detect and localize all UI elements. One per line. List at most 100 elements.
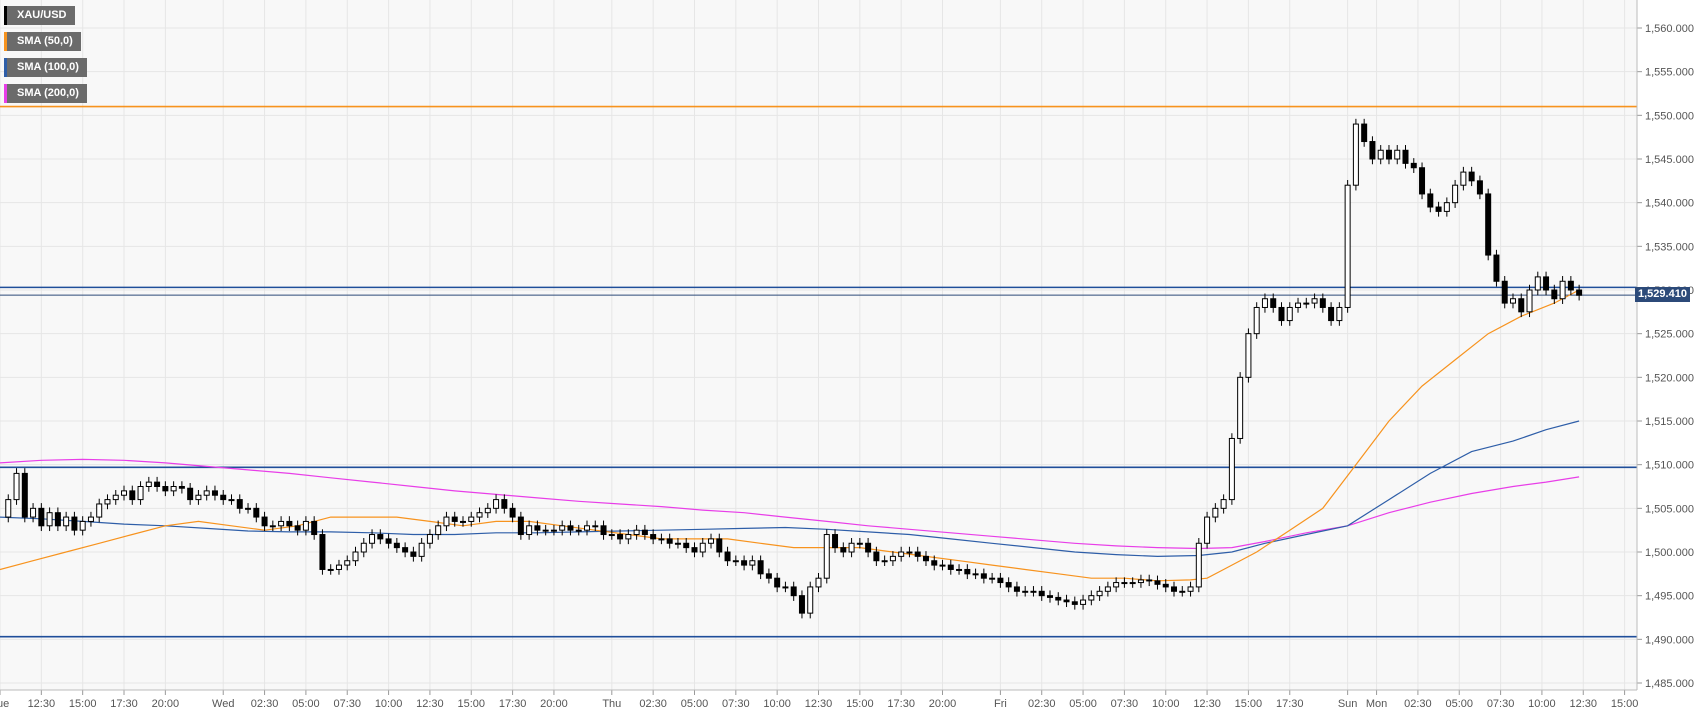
moving-averages xyxy=(0,289,1580,582)
candle-body xyxy=(451,516,458,522)
candle-body xyxy=(1443,202,1450,212)
x-tick-label: 12:30 xyxy=(416,698,444,710)
candle-body xyxy=(848,542,855,553)
candle-body xyxy=(1518,298,1525,313)
x-tick-label: 05:00 xyxy=(1445,698,1473,710)
x-tick-label: 17:30 xyxy=(1276,698,1304,710)
candle-body xyxy=(873,551,880,562)
candle-body xyxy=(1336,306,1343,322)
x-tick-label: 10:00 xyxy=(375,698,403,710)
sma-200-line xyxy=(0,458,1580,550)
candle-body xyxy=(1022,590,1029,593)
candle-body xyxy=(815,577,822,588)
y-tick-label: 1,545.000 xyxy=(1645,154,1694,166)
candle-body xyxy=(509,507,516,518)
y-tick-label: 1,500.000 xyxy=(1645,547,1694,559)
candle-body xyxy=(1129,582,1136,585)
candle-body xyxy=(443,516,450,527)
candle-body xyxy=(1435,206,1442,212)
x-tick-label: 10:00 xyxy=(1152,698,1180,710)
candle-body xyxy=(178,486,185,489)
candle-body xyxy=(187,487,194,501)
legend-item-sma-200[interactable]: SMA (200,0) xyxy=(4,84,87,103)
candle-body xyxy=(311,520,318,536)
candle-body xyxy=(931,560,938,566)
candle-body xyxy=(1220,499,1227,509)
candle-body xyxy=(1121,582,1128,585)
candle-body xyxy=(46,512,53,527)
x-tick-label: Wed xyxy=(212,698,234,710)
candle-body xyxy=(1476,180,1483,195)
x-tick-label: 02:30 xyxy=(251,698,279,710)
candle-body xyxy=(584,525,591,531)
sma-50-line xyxy=(0,289,1580,582)
y-tick-label: 1,515.000 xyxy=(1645,416,1694,428)
candle-body xyxy=(1038,590,1045,597)
last-price-tag: 1,529.410 xyxy=(1635,287,1690,302)
legend-item-xauusd[interactable]: XAU/USD xyxy=(4,6,75,25)
candle-body xyxy=(63,516,70,527)
candle-body xyxy=(21,472,28,518)
candle-body xyxy=(393,542,400,549)
candle-body xyxy=(865,542,872,553)
candle-body xyxy=(1427,193,1434,208)
candle-body xyxy=(1402,149,1409,164)
candle-body xyxy=(964,568,971,575)
candle-body xyxy=(137,486,144,501)
candle-body xyxy=(501,499,508,509)
x-tick-label: Sun xyxy=(1338,698,1358,710)
x-tick-label: 05:00 xyxy=(1069,698,1097,710)
candle-body xyxy=(898,551,905,557)
candle-body xyxy=(856,542,863,545)
candle-body xyxy=(369,534,376,544)
legend-item-sma-50[interactable]: SMA (50,0) xyxy=(4,32,81,51)
x-tick-label: 12:30 xyxy=(1193,698,1221,710)
candle-body xyxy=(972,573,979,576)
candle-body xyxy=(1096,590,1103,597)
x-tick-label: 07:30 xyxy=(1111,698,1139,710)
candle-body xyxy=(1295,302,1302,308)
candle-body xyxy=(823,534,830,579)
y-tick-label: 1,510.000 xyxy=(1645,460,1694,472)
candle-body xyxy=(790,586,797,597)
candle-body xyxy=(559,525,566,531)
candle-body xyxy=(1319,298,1326,308)
candle-body xyxy=(542,529,549,532)
candle-body xyxy=(798,595,805,614)
x-tick-label: 07:30 xyxy=(1487,698,1515,710)
candle-body xyxy=(1046,595,1053,598)
candle-body xyxy=(1468,171,1475,182)
candle-body xyxy=(1245,333,1252,378)
legend-label: XAU/USD xyxy=(17,9,67,21)
candle-body xyxy=(1485,193,1492,256)
x-tick-label: 17:30 xyxy=(499,698,527,710)
candle-body xyxy=(476,512,483,518)
candle-body xyxy=(96,503,103,518)
candle-body xyxy=(633,529,640,536)
candle-body xyxy=(1055,596,1062,601)
x-tick-label: 20:00 xyxy=(540,698,568,710)
x-tick-label: 17:30 xyxy=(110,698,138,710)
candle-body xyxy=(749,560,756,566)
y-tick-label: 1,490.000 xyxy=(1645,634,1694,646)
horizontal-levels xyxy=(0,105,1637,638)
candle-body xyxy=(617,534,624,540)
candle-body xyxy=(54,512,61,527)
candle-body xyxy=(1154,580,1161,585)
x-tick-label: 15:00 xyxy=(69,698,97,710)
x-tick-label: 02:30 xyxy=(1028,698,1056,710)
candle-body xyxy=(1543,276,1550,291)
candle-body xyxy=(5,499,12,518)
legend-item-sma-100[interactable]: SMA (100,0) xyxy=(4,58,87,77)
x-tick-label: Mon xyxy=(1366,698,1387,710)
candle-body xyxy=(1286,306,1293,322)
candle-body xyxy=(889,555,896,562)
candle-body xyxy=(600,525,607,536)
candle-body xyxy=(319,534,326,570)
candle-body xyxy=(402,547,409,553)
candle-body xyxy=(980,573,987,579)
candle-body xyxy=(757,560,764,575)
candle-body xyxy=(1385,149,1392,160)
